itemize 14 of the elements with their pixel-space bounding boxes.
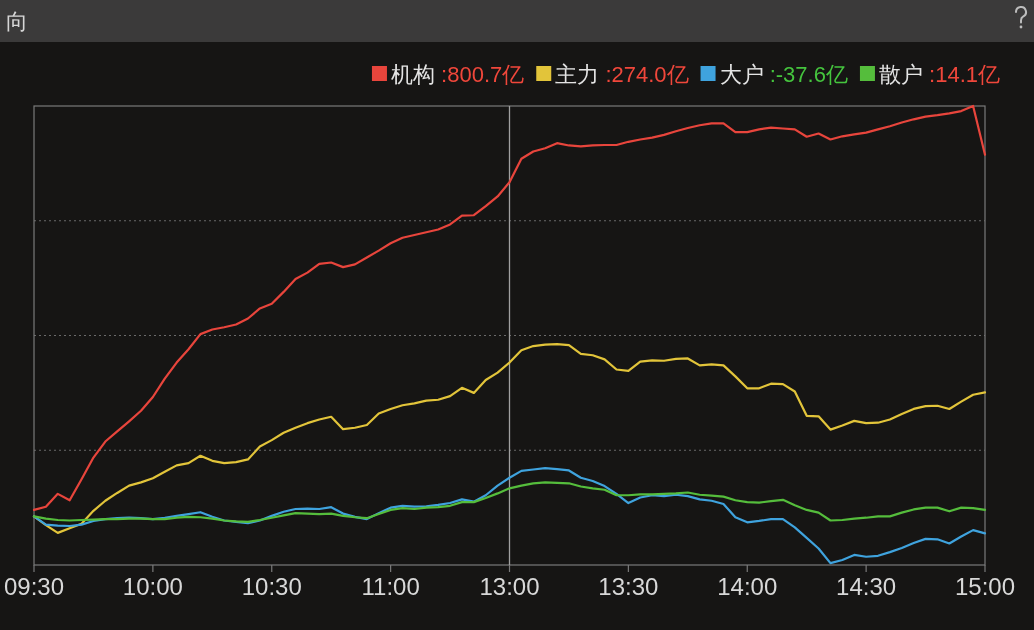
legend-label: 机构 :800.7亿 xyxy=(390,62,525,87)
x-tick-label: 13:00 xyxy=(479,573,540,600)
x-tick-label: 13:30 xyxy=(598,573,659,600)
x-tick-label: 10:30 xyxy=(241,573,302,600)
x-tick-label: 09:30 xyxy=(3,573,65,600)
legend-label: 主力 :274.0亿 xyxy=(555,62,689,87)
x-tick-label: 11:00 xyxy=(361,573,420,600)
x-tick-label: 10:00 xyxy=(122,573,183,600)
x-tick-label: 14:30 xyxy=(836,573,897,600)
legend-label: 大户 :-37.6亿 xyxy=(719,62,848,87)
x-tick-label: 15:00 xyxy=(954,573,1016,600)
legend-label: 散户 :14.1亿 xyxy=(878,62,1000,87)
x-tick-label: 14:00 xyxy=(717,573,778,600)
chart-title: 向 xyxy=(6,9,28,34)
